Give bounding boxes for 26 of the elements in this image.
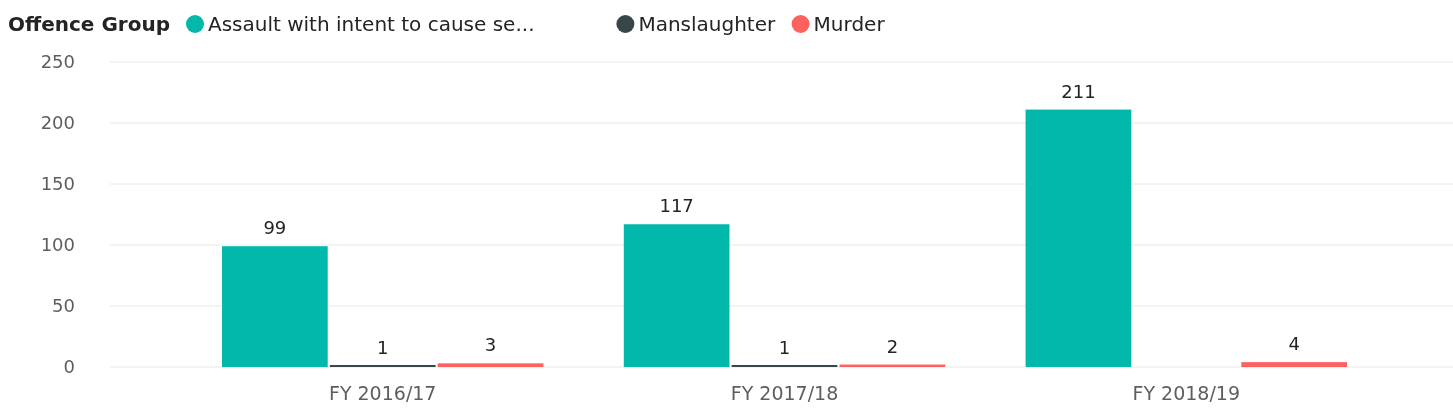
bar (1025, 109, 1132, 367)
y-tick-label: 200 (40, 112, 75, 134)
bar (623, 224, 730, 367)
bar (437, 363, 544, 367)
data-label: 211 (1061, 80, 1096, 102)
data-label: 1 (376, 336, 389, 358)
legend-label: Manslaughter (638, 12, 777, 36)
legend-label: Assault with intent to cause se... (208, 12, 535, 36)
data-label: 117 (659, 195, 694, 217)
y-tick-label: 150 (40, 173, 75, 195)
y-tick-label: 100 (40, 234, 75, 256)
data-label: 1 (778, 336, 791, 358)
x-tick-label: FY 2017/18 (730, 382, 839, 404)
data-label: 4 (1288, 333, 1300, 355)
bar (1241, 362, 1348, 367)
data-label: 3 (484, 334, 497, 356)
y-tick-label: 250 (40, 51, 75, 73)
y-tick-label: 50 (52, 295, 75, 317)
x-tick-label: FY 2016/17 (328, 382, 437, 404)
legend-label: Murder (813, 12, 886, 36)
x-tick-label: FY 2018/19 (1132, 382, 1241, 404)
bar (222, 246, 328, 367)
data-label: 2 (886, 335, 899, 357)
legend-title: Offence Group (8, 12, 170, 36)
data-label: 99 (263, 217, 287, 239)
y-tick-label: 0 (63, 356, 75, 378)
